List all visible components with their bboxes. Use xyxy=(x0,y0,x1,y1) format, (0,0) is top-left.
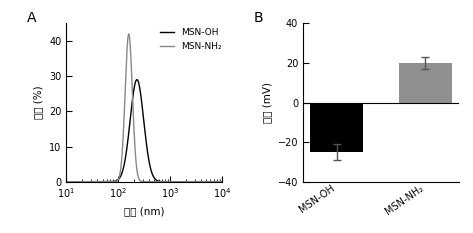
Line: MSN-OH: MSN-OH xyxy=(66,80,222,182)
Y-axis label: 电势 (mV): 电势 (mV) xyxy=(262,82,272,123)
Line: MSN-NH₂: MSN-NH₂ xyxy=(66,34,222,182)
MSN-NH₂ xyxy=(130,100,136,103)
MSN-NH₂ xyxy=(200,180,205,183)
MSN-OH xyxy=(219,180,225,183)
MSN-OH xyxy=(123,153,129,156)
MSN-OH xyxy=(90,180,96,183)
MSN-NH₂ xyxy=(219,180,225,183)
MSN-OH xyxy=(63,180,69,183)
MSN-NH₂ xyxy=(81,180,87,183)
MSN-OH xyxy=(81,180,87,183)
Legend: MSN-OH, MSN-NH₂: MSN-OH, MSN-NH₂ xyxy=(157,25,225,54)
MSN-OH xyxy=(200,180,205,183)
Text: B: B xyxy=(253,11,263,25)
Bar xyxy=(310,103,363,152)
MSN-OH xyxy=(216,180,222,183)
Y-axis label: 强度 (%): 强度 (%) xyxy=(34,86,44,119)
MSN-NH₂ xyxy=(90,180,96,183)
MSN-OH xyxy=(134,78,140,81)
MSN-NH₂ xyxy=(126,32,131,35)
MSN-OH xyxy=(130,96,136,99)
MSN-NH₂ xyxy=(123,70,129,73)
MSN-NH₂ xyxy=(63,180,69,183)
Bar xyxy=(399,63,452,103)
Text: A: A xyxy=(27,11,37,25)
MSN-NH₂ xyxy=(216,180,222,183)
X-axis label: 粒径 (nm): 粒径 (nm) xyxy=(124,206,164,216)
